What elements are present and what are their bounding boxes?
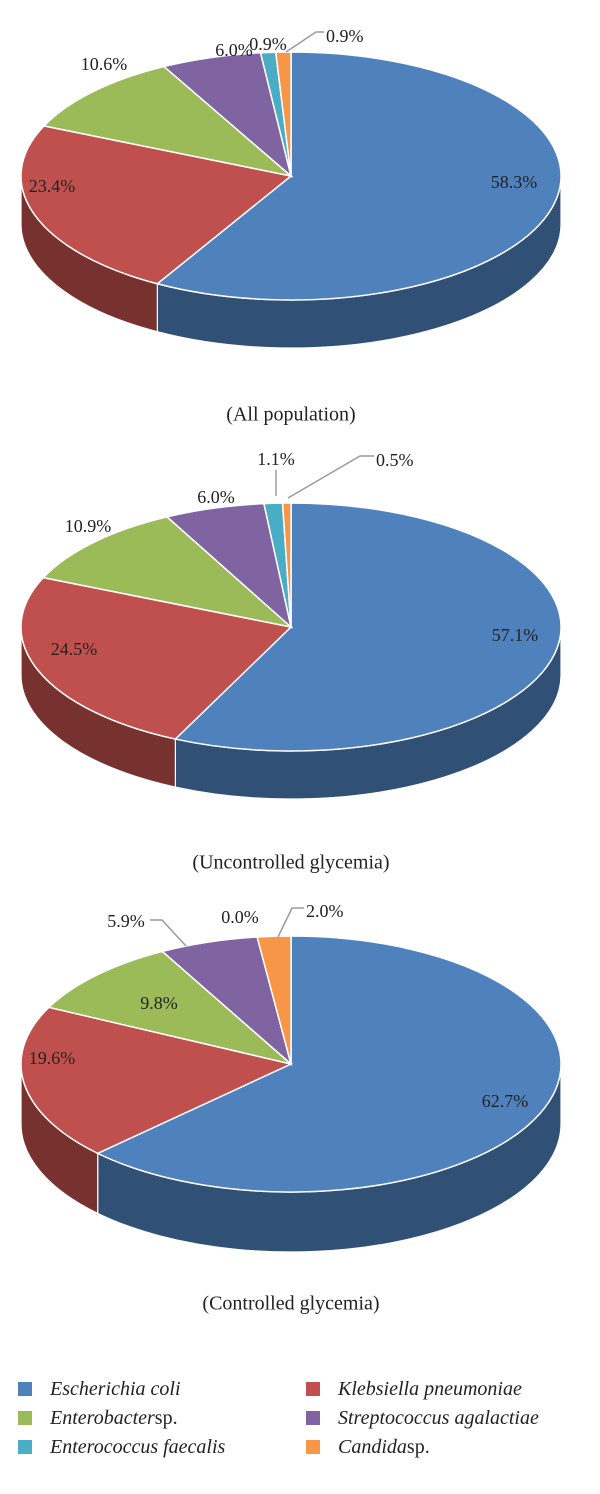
legend-swatch (18, 1440, 32, 1454)
pie-slice-escherichia-coli (173, 502, 562, 752)
data-label-escherichia-coli: 58.3% (491, 172, 538, 192)
legend-label: Escherichia coli (50, 1377, 181, 1400)
chart-caption: (Uncontrolled glycemia) (192, 852, 389, 874)
chart-caption: (All population) (226, 404, 355, 426)
pie-slice-enterobacter-sp (42, 65, 294, 178)
data-label-enterobacter-sp: 10.6% (81, 54, 128, 74)
legend-label: Enterococcus faecalis (50, 1435, 226, 1458)
legend-swatch (306, 1382, 320, 1396)
leader-line-candida-sp (277, 907, 304, 938)
data-label-klebsiella-pneumoniae: 24.5% (51, 639, 98, 659)
legend-item-streptococcus-agalactiae: Streptococcus agalactiae (306, 1405, 539, 1431)
data-label-streptococcus-agalactiae: 6.0% (215, 40, 253, 60)
pie-slice-enterobacter-sp (47, 950, 292, 1065)
pie-slice-klebsiella-pneumoniae (20, 576, 293, 740)
pie-slice-enterobacter-sp (41, 516, 294, 629)
data-label-candida-sp: 0.9% (326, 26, 364, 46)
leader-line-candida-sp (285, 31, 324, 53)
pie-slice-escherichia-coli (155, 51, 562, 301)
data-label-candida-sp: 2.0% (306, 901, 344, 921)
data-label-enterococcus-faecalis: 0.9% (249, 34, 287, 54)
pie-chart-2: 57.1% 24.5% 10.9% 6.0% 1.1% 0.5% (Uncontrolled… (20, 449, 562, 874)
data-label-candida-sp: 0.5% (376, 450, 414, 470)
pie-chart-3: 62.7% 19.6% 9.8% 5.9% 0.0% 2.0% (Controlled gl… (20, 901, 562, 1315)
leader-line-candida-sp (287, 455, 374, 499)
legend-swatch (18, 1411, 32, 1425)
data-label-klebsiella-pneumoniae: 19.6% (29, 1048, 76, 1068)
legend-item-enterobacter: Enterobacter sp. (18, 1405, 178, 1431)
data-label-escherichia-coli: 62.7% (482, 1091, 529, 1111)
data-label-enterobacter-sp: 9.8% (140, 993, 178, 1013)
data-label-enterococcus-faecalis: 1.1% (257, 449, 295, 469)
chart-caption: (Controlled glycemia) (202, 1293, 379, 1315)
data-label-enterobacter-sp: 10.9% (65, 516, 112, 536)
legend-item-escherichia-coli: Escherichia coli (18, 1376, 181, 1402)
data-label-enterococcus-faecalis: 0.0% (221, 907, 259, 927)
pie-slice-escherichia-coli (95, 935, 562, 1193)
pie-slice-klebsiella-pneumoniae (20, 125, 293, 285)
legend-label: Candida (338, 1435, 407, 1458)
data-label-streptococcus-agalactiae: 5.9% (107, 911, 145, 931)
legend-swatch (306, 1440, 320, 1454)
pie-slice-klebsiella-pneumoniae (20, 1006, 294, 1155)
legend-item-candida: Candida sp. (306, 1434, 430, 1460)
data-label-streptococcus-agalactiae: 6.0% (197, 487, 235, 507)
pie-slice-candida-sp (274, 51, 292, 177)
data-label-klebsiella-pneumoniae: 23.4% (29, 176, 76, 196)
pie-chart-1: 58.3%23.4%10.6%6.0%0.9% 0.9%(All populati… (20, 26, 562, 426)
pie-slice-candida-sp (256, 935, 292, 1065)
legend-label: Enterobacter (50, 1406, 155, 1429)
data-label-escherichia-coli: 57.1% (492, 625, 539, 645)
leader-line-streptococcus-agalactiae (150, 919, 187, 947)
legend-swatch (18, 1382, 32, 1396)
legend-swatch (306, 1411, 320, 1425)
pie-slice-candida-sp (281, 502, 292, 628)
legend-item-klebsiella-pneumoniae: Klebsiella pneumoniae (306, 1376, 522, 1402)
legend-label: Streptococcus agalactiae (338, 1406, 539, 1429)
legend-label: Klebsiella pneumoniae (338, 1377, 522, 1400)
legend-item-enterococcus-faecalis: Enterococcus faecalis (18, 1434, 225, 1460)
pie-charts: 58.3%23.4%10.6%6.0%0.9% 0.9%(All populati… (20, 26, 562, 1315)
